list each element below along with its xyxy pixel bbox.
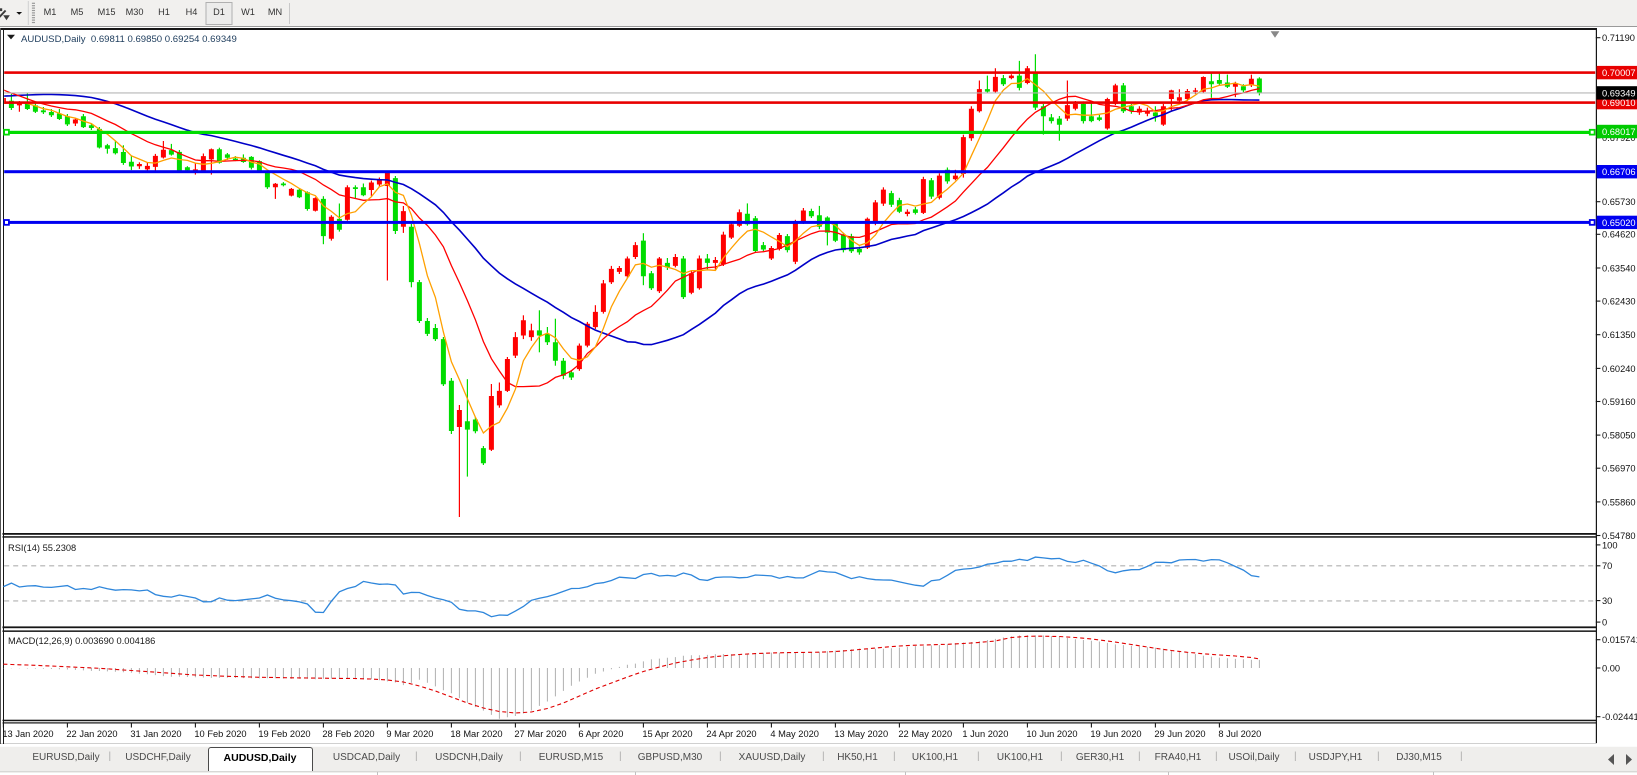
svg-text:30: 30 — [1602, 596, 1612, 606]
svg-text:13 May 2020: 13 May 2020 — [834, 729, 888, 739]
svg-text:70: 70 — [1602, 561, 1612, 571]
svg-text:0.56970: 0.56970 — [1602, 464, 1636, 474]
svg-text:0.68017: 0.68017 — [1602, 127, 1636, 137]
svg-text:0.70007: 0.70007 — [1602, 68, 1636, 78]
svg-text:0.71190: 0.71190 — [1602, 33, 1635, 43]
svg-text:10 Feb 2020: 10 Feb 2020 — [194, 729, 246, 739]
svg-text:0.64620: 0.64620 — [1602, 230, 1636, 240]
svg-text:RSI(14) 55.2308: RSI(14) 55.2308 — [8, 543, 76, 553]
svg-text:27 Mar 2020: 27 Mar 2020 — [514, 729, 566, 739]
svg-text:6 Apr 2020: 6 Apr 2020 — [578, 729, 623, 739]
svg-text:0.015741: 0.015741 — [1602, 635, 1637, 645]
svg-text:13 Jan 2020: 13 Jan 2020 — [2, 729, 53, 739]
svg-text:0.58050: 0.58050 — [1602, 431, 1636, 441]
svg-text:22 May 2020: 22 May 2020 — [898, 729, 952, 739]
svg-text:0.62430: 0.62430 — [1602, 297, 1636, 307]
svg-text:22 Jan 2020: 22 Jan 2020 — [66, 729, 117, 739]
svg-text:9 Mar 2020: 9 Mar 2020 — [386, 729, 433, 739]
svg-text:AUDUSD,Daily 0.69811 0.69850: AUDUSD,Daily 0.69811 0.69850 0.69254 0.6… — [21, 34, 237, 45]
svg-text:29 Jun 2020: 29 Jun 2020 — [1154, 729, 1205, 739]
svg-text:28 Feb 2020: 28 Feb 2020 — [322, 729, 374, 739]
svg-text:19 Feb 2020: 19 Feb 2020 — [258, 729, 310, 739]
svg-text:100: 100 — [1602, 540, 1618, 550]
svg-text:0.00: 0.00 — [1602, 663, 1620, 673]
svg-text:-0.024412: -0.024412 — [1602, 712, 1637, 722]
svg-text:31 Jan 2020: 31 Jan 2020 — [130, 729, 181, 739]
svg-text:0.55860: 0.55860 — [1602, 497, 1636, 507]
svg-text:10 Jun 2020: 10 Jun 2020 — [1026, 729, 1077, 739]
svg-text:1 Jun 2020: 1 Jun 2020 — [962, 729, 1008, 739]
svg-text:19 Jun 2020: 19 Jun 2020 — [1090, 729, 1141, 739]
svg-text:4 May 2020: 4 May 2020 — [770, 729, 819, 739]
svg-text:24 Apr 2020: 24 Apr 2020 — [706, 729, 756, 739]
svg-text:0.60240: 0.60240 — [1602, 364, 1636, 374]
svg-text:18 Mar 2020: 18 Mar 2020 — [450, 729, 502, 739]
svg-text:15 Apr 2020: 15 Apr 2020 — [642, 729, 692, 739]
svg-text:0: 0 — [1602, 618, 1607, 628]
svg-text:MACD(12,26,9) 0.003690 0.00418: MACD(12,26,9) 0.003690 0.004186 — [8, 636, 155, 646]
svg-text:0.65020: 0.65020 — [1602, 218, 1636, 228]
svg-text:0.66706: 0.66706 — [1602, 167, 1636, 177]
svg-text:8 Jul 2020: 8 Jul 2020 — [1218, 729, 1261, 739]
svg-text:0.69349: 0.69349 — [1602, 88, 1636, 98]
svg-text:0.63540: 0.63540 — [1602, 263, 1636, 273]
svg-text:0.61350: 0.61350 — [1602, 330, 1636, 340]
svg-text:0.65730: 0.65730 — [1602, 197, 1636, 207]
svg-text:0.59160: 0.59160 — [1602, 397, 1636, 407]
